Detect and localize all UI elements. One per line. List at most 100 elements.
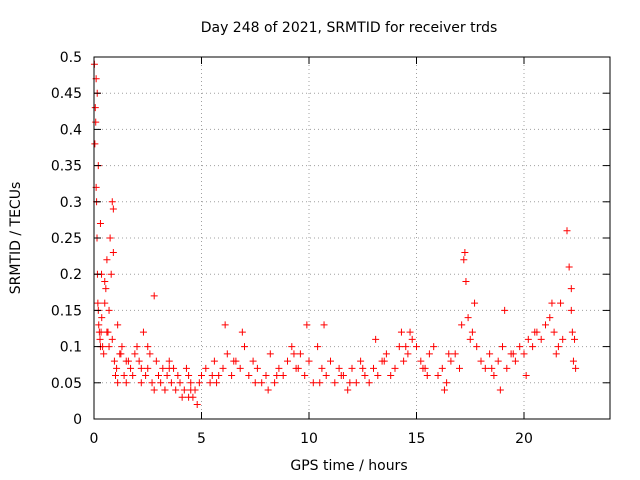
data-point <box>238 328 246 336</box>
y-tick-label: 0.2 <box>60 267 82 283</box>
data-point <box>402 343 410 351</box>
data-point <box>266 350 274 358</box>
data-point <box>144 343 152 351</box>
data-point <box>380 357 388 365</box>
data-point <box>251 379 259 387</box>
data-point <box>417 357 425 365</box>
data-point <box>96 220 104 228</box>
data-point <box>288 343 296 351</box>
data-point <box>395 343 403 351</box>
y-tick-label: 0.35 <box>51 159 82 175</box>
data-point <box>290 350 298 358</box>
data-point <box>103 256 111 264</box>
y-tick-label: 0.4 <box>60 122 82 138</box>
data-point <box>95 321 103 329</box>
data-point <box>155 372 162 380</box>
data-point <box>496 386 504 394</box>
data-point <box>391 364 399 372</box>
data-point <box>460 256 468 264</box>
data-point <box>127 364 135 372</box>
data-point <box>434 372 442 380</box>
data-point <box>344 386 352 394</box>
data-point <box>253 364 261 372</box>
data-point <box>114 321 122 329</box>
x-axis-label: GPS time / hours <box>290 458 407 474</box>
data-point <box>279 372 287 380</box>
data-point <box>552 350 560 358</box>
data-point <box>537 335 545 343</box>
data-point <box>245 372 253 380</box>
data-point <box>258 379 266 387</box>
data-point <box>221 321 229 329</box>
data-point <box>451 350 459 358</box>
data-point <box>423 372 431 380</box>
data-point <box>550 328 558 336</box>
data-point <box>117 350 125 358</box>
data-point <box>118 343 126 351</box>
data-point <box>361 372 369 380</box>
data-point <box>133 343 141 351</box>
data-point <box>144 364 152 372</box>
data-point <box>337 372 345 380</box>
data-point <box>430 343 438 351</box>
data-point <box>112 372 119 380</box>
data-point <box>316 379 324 387</box>
data-point <box>296 350 304 358</box>
data-point <box>150 292 158 300</box>
data-point <box>223 350 231 358</box>
data-point <box>275 364 283 372</box>
data-point <box>322 372 330 380</box>
data-point <box>473 343 481 351</box>
x-tick-label: 10 <box>300 431 318 447</box>
data-point <box>109 248 117 256</box>
data-point <box>198 372 205 380</box>
data-point <box>568 328 576 336</box>
data-point <box>503 364 511 372</box>
data-point <box>524 335 532 343</box>
y-tick-label: 0.15 <box>51 303 82 319</box>
data-point <box>382 350 390 358</box>
y-tick-label: 0.45 <box>51 86 82 102</box>
data-point <box>108 335 116 343</box>
data-point <box>461 248 469 256</box>
data-point <box>101 299 109 307</box>
axis-ticks: 0 0.05 0.1 0.15 0.2 0.25 0.3 0.35 0.4 0.45 0.5 0 5 10… <box>51 50 610 447</box>
data-point <box>529 343 537 351</box>
data-point <box>146 350 154 358</box>
y-tick-label: 0.5 <box>60 50 82 66</box>
data-point <box>273 372 281 380</box>
data-point <box>219 364 227 372</box>
data-point <box>202 364 210 372</box>
data-point <box>327 357 334 365</box>
data-point <box>305 357 313 365</box>
data-point <box>174 372 182 380</box>
data-point <box>161 386 169 394</box>
data-point <box>165 357 173 365</box>
data-point <box>387 372 395 380</box>
data-point <box>542 321 549 329</box>
data-point <box>101 277 109 285</box>
data-point <box>301 372 309 380</box>
data-point <box>113 364 121 372</box>
data-point <box>182 364 190 372</box>
data-point <box>569 357 577 365</box>
data-points <box>90 60 580 409</box>
data-point <box>557 299 565 307</box>
data-point <box>370 364 377 372</box>
data-point <box>236 364 244 372</box>
data-point <box>346 379 354 387</box>
data-point <box>131 350 139 358</box>
data-point <box>352 379 360 387</box>
x-tick-label: 15 <box>408 431 426 447</box>
data-point <box>359 364 367 372</box>
data-point <box>137 364 145 372</box>
data-point <box>499 343 506 351</box>
data-point <box>264 386 272 394</box>
data-point <box>178 393 186 401</box>
data-point <box>408 335 416 343</box>
data-point <box>176 379 184 387</box>
data-point <box>477 357 485 365</box>
data-point <box>103 328 111 336</box>
data-point <box>567 285 575 293</box>
data-point <box>456 364 463 372</box>
